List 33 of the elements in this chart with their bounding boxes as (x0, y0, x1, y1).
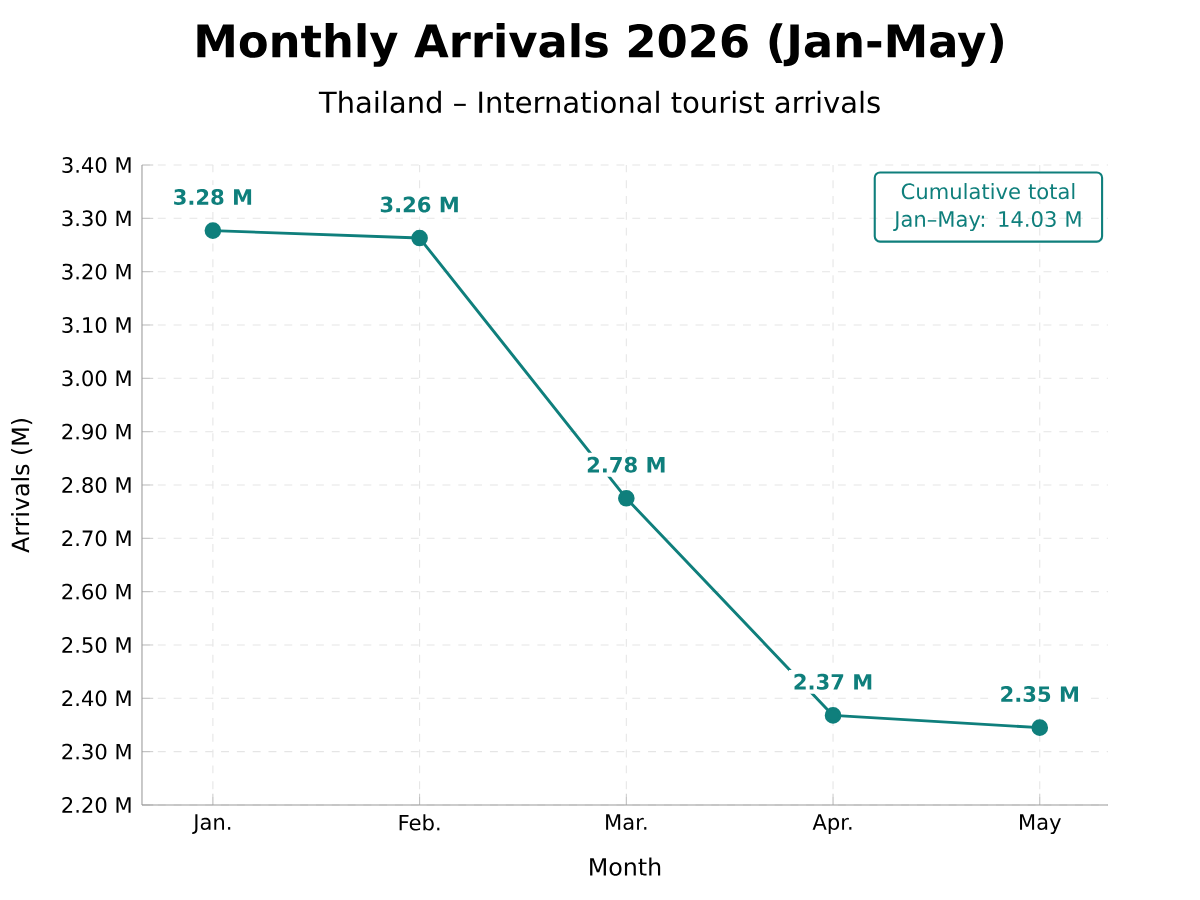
chart-title: Monthly Arrivals 2026 (Jan-May) (197, 23, 1003, 67)
y-tick-label: 3.20 M (62, 263, 131, 280)
data-label: 3.28 M (174, 189, 252, 206)
point (618, 490, 635, 507)
y-tick-label: 3.30 M (62, 210, 131, 227)
x-tick-label: May (1020, 814, 1061, 835)
y-tick-label: 2.40 M (62, 690, 131, 707)
y-tick-label: 2.90 M (62, 423, 131, 440)
point (411, 229, 428, 247)
annotation: Cumulative total Jan–May: 14.03 M (893, 183, 1081, 232)
y-tick-label: 2.60 M (62, 583, 131, 600)
x-axis-title: Month (590, 857, 661, 876)
x-tick-label: Jan. (192, 814, 231, 834)
y-tick-label: 2.50 M (62, 636, 131, 653)
data-label: 2.35 M (1001, 686, 1078, 703)
y-tick-label: 3.10 M (62, 317, 131, 333)
point (824, 707, 842, 724)
data-label: 2.37 M (794, 673, 872, 690)
chart-subtitle: Thailand – International tourist arrivals (318, 90, 880, 114)
y-tick-label: 2.30 M (62, 743, 131, 760)
data-label: 3.26 M (380, 196, 458, 213)
y-axis-title: Arrivals (M) (11, 419, 33, 553)
x-tick-label: Apr. (812, 814, 852, 835)
x-tick-label: Feb. (399, 814, 440, 831)
y-tick-label: 3.00 M (62, 370, 131, 387)
y-tick-label: 2.80 M (62, 477, 131, 493)
y-tick-label: 2.20 M (62, 796, 131, 813)
point (204, 222, 222, 239)
point (1031, 719, 1049, 736)
data-label: 2.78 M (587, 456, 665, 473)
x-tick-label: Mar. (606, 814, 647, 830)
y-tick-label: 3.40 M (62, 157, 131, 173)
y-tick-label: 2.70 M (62, 530, 131, 547)
